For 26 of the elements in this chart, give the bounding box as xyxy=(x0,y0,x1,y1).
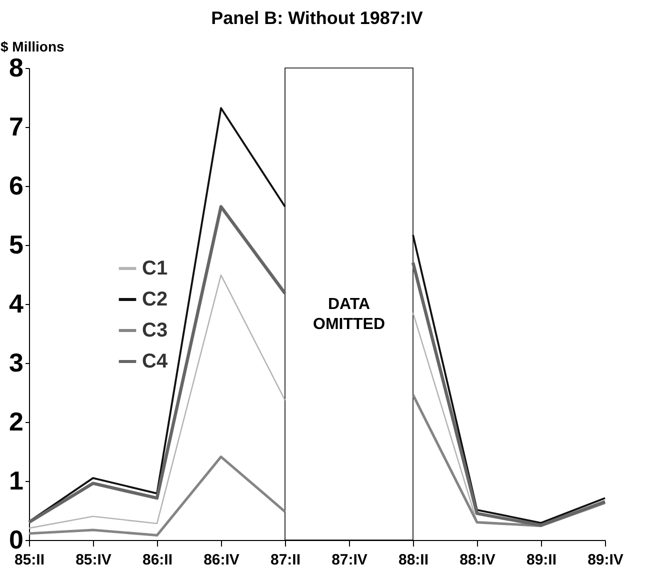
y-tick-label: 0 xyxy=(9,524,24,554)
x-tick-label: 85:II xyxy=(14,552,45,568)
y-tick-label: 8 xyxy=(9,52,24,82)
x-tick-label: 87:II xyxy=(270,552,301,568)
legend-label: C3 xyxy=(142,320,168,342)
legend-label: C4 xyxy=(142,350,168,372)
x-tick-label: 89:II xyxy=(526,552,557,568)
legend-label: C1 xyxy=(142,258,168,280)
x-tick-label: 86:IV xyxy=(204,552,240,568)
y-tick-label: 6 xyxy=(9,170,24,200)
x-tick-label: 89:IV xyxy=(588,552,624,568)
x-tick-label: 87:IV xyxy=(332,552,368,568)
y-tick-label: 2 xyxy=(9,406,24,436)
band-label: DATA OMITTED xyxy=(313,296,385,333)
y-tick-label: 1 xyxy=(9,466,24,496)
y-tick-label: 3 xyxy=(9,348,24,378)
x-tick-label: 86:II xyxy=(142,552,173,568)
y-tick-label: 5 xyxy=(9,230,24,260)
y-axis-title: $ Millions xyxy=(0,38,64,54)
legend-label: C2 xyxy=(142,288,168,310)
chart-title: Panel B: Without 1987:IV xyxy=(211,8,423,28)
y-tick-label: 4 xyxy=(9,288,24,318)
x-tick-label: 85:IV xyxy=(76,552,112,568)
x-tick-label: 88:IV xyxy=(460,552,496,568)
y-tick-label: 7 xyxy=(9,112,24,142)
x-tick-label: 88:II xyxy=(398,552,429,568)
